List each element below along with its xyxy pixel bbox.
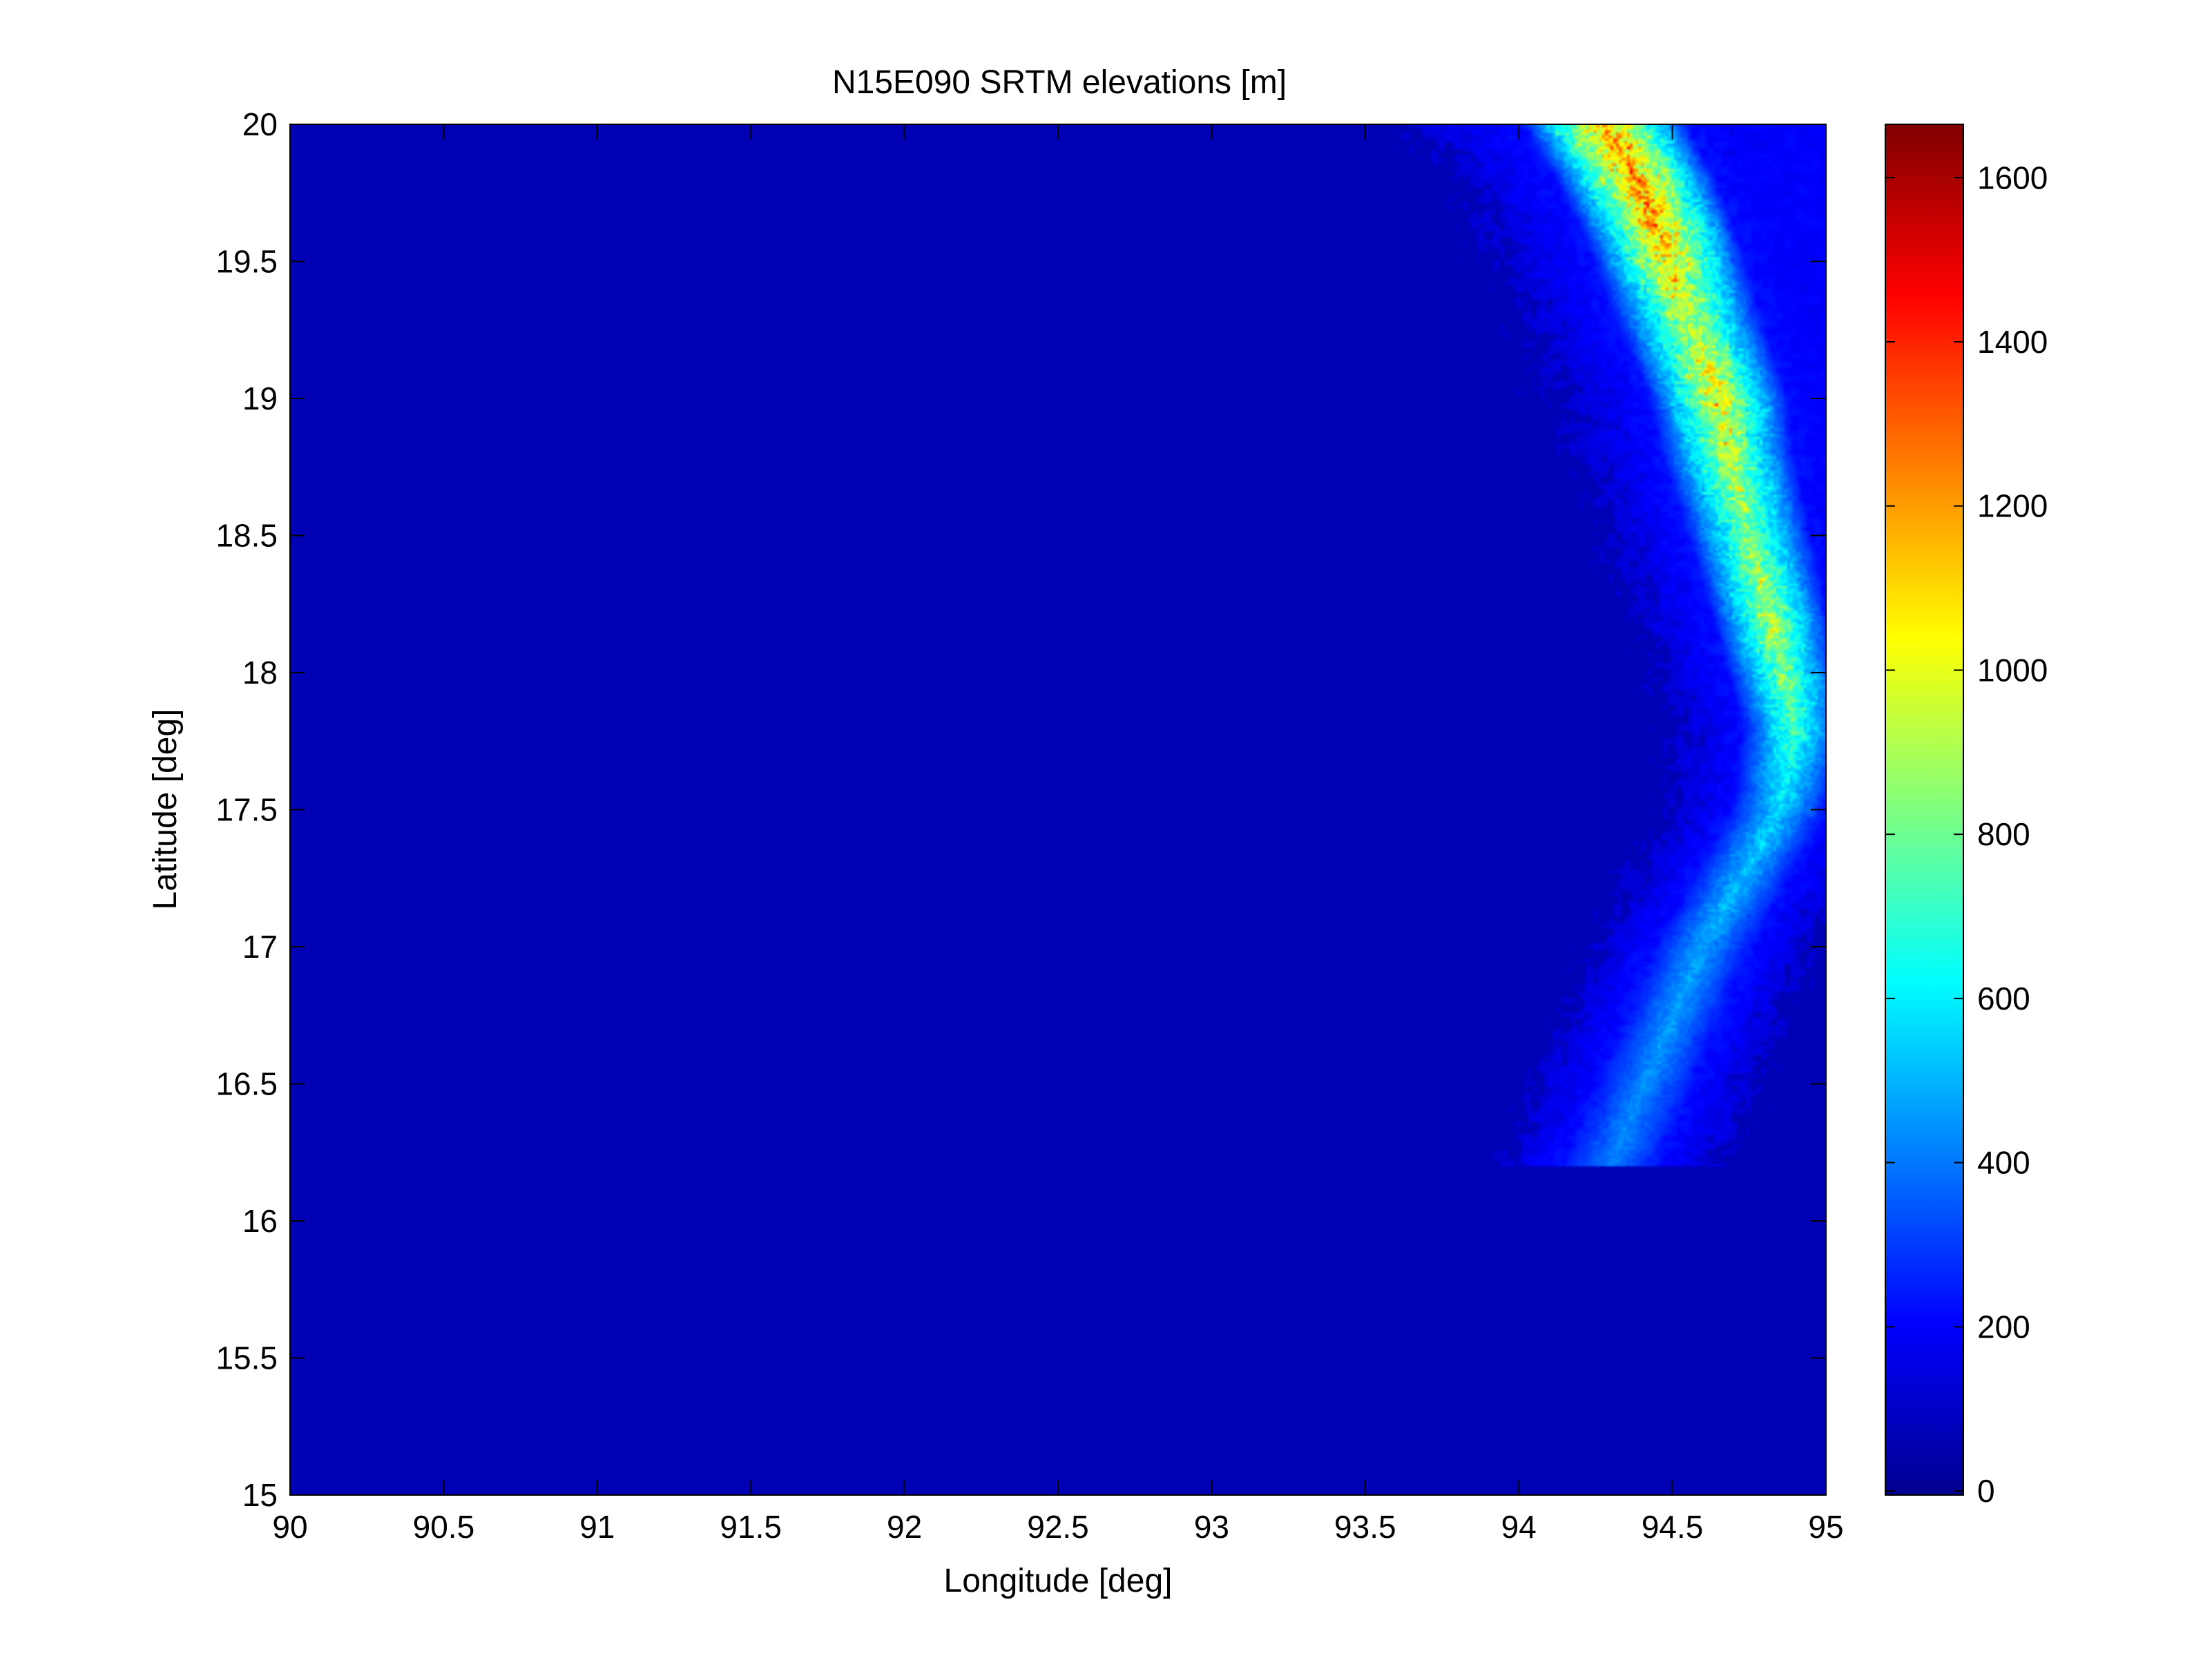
y-tick-label: 16.5	[215, 1066, 278, 1102]
colorbar-tick-label: 200	[1977, 1309, 2030, 1344]
y-tick-label: 15.5	[215, 1340, 278, 1376]
x-tick-label: 91.5	[720, 1509, 782, 1545]
colorbar-tick-label: 1200	[1977, 488, 2048, 524]
y-axis-label: Latitude [deg]	[147, 709, 184, 910]
colorbar-tick-label: 0	[1977, 1473, 1995, 1509]
colorbar-tick-label: 600	[1977, 981, 2030, 1016]
y-tick-label: 15	[242, 1477, 278, 1513]
x-tick-label: 93	[1194, 1509, 1229, 1545]
colorbar-tick-label: 400	[1977, 1145, 2030, 1181]
colorbar-tick-label: 1000	[1977, 652, 2048, 688]
x-tick-label: 92	[887, 1509, 922, 1545]
x-tick-label: 93.5	[1334, 1509, 1396, 1545]
x-axis-ticks: 90 90.5 91 91.5 92 92.5 93 93.5 94 94.5 95	[272, 124, 1844, 1545]
x-tick-label: 92.5	[1027, 1509, 1089, 1545]
y-tick-label: 20	[242, 106, 278, 142]
y-tick-label: 17	[242, 929, 278, 965]
x-tick-label: 95	[1808, 1509, 1843, 1545]
x-tick-label: 94	[1501, 1509, 1537, 1545]
x-tick-label: 90	[272, 1509, 307, 1545]
y-tick-label: 19	[242, 380, 278, 416]
y-axis-ticks: 15 15.5 16 16.5 17 17.5 18 18.5 19 19.5 20	[215, 106, 1826, 1513]
x-tick-label: 91	[579, 1509, 615, 1545]
plot-area: 90 90.5 91 91.5 92 92.5 93 93.5 94 94.5 95 1515.51…	[215, 106, 1843, 1545]
x-axis-label: Longitude [deg]	[944, 1563, 1173, 1599]
y-tick-label: 16	[242, 1203, 278, 1239]
x-tick-label: 90.5	[413, 1509, 475, 1545]
colorbar: 0 200 400 600 800 1000 1200 1400 1600	[1885, 124, 2048, 1509]
y-tick-label: 17.5	[215, 792, 278, 828]
colorbar-tick-label: 800	[1977, 816, 2030, 852]
y-tick-label: 19.5	[215, 244, 278, 280]
x-tick-label: 94.5	[1642, 1509, 1704, 1545]
chart-title: N15E090 SRTM elevations [m]	[832, 64, 1287, 101]
colorbar-tick-label: 1600	[1977, 160, 2048, 195]
colorbar-gradient	[1885, 124, 1963, 1495]
colorbar-frame	[1885, 124, 1964, 1496]
y-tick-label: 18	[242, 655, 278, 691]
elevation-raster	[290, 124, 1826, 1495]
colorbar-tick-label: 1400	[1977, 324, 2048, 360]
colorbar-ticks: 0 200 400 600 800 1000 1200 1400 1600	[1885, 160, 2048, 1509]
y-tick-label: 18.5	[215, 518, 278, 554]
